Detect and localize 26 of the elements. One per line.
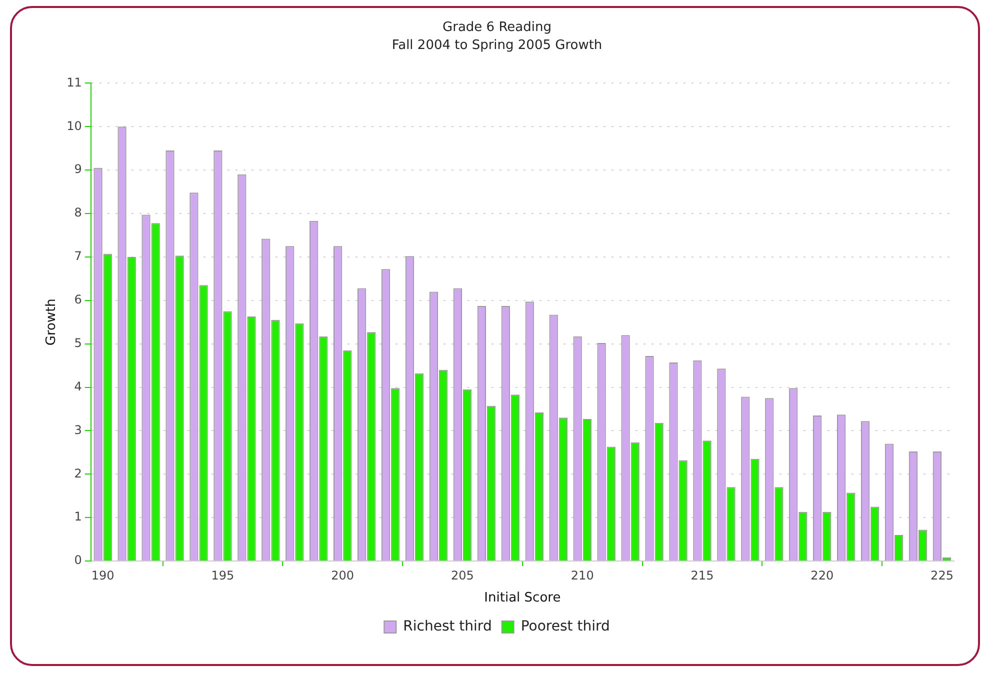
- y-tick-label: 11: [66, 75, 82, 90]
- y-tick-label: 7: [74, 249, 82, 264]
- y-tick-label: 8: [74, 206, 82, 220]
- x-tick-label: 200: [331, 568, 354, 582]
- y-tick-label: 5: [74, 336, 82, 350]
- x-tick-label: 210: [570, 568, 594, 582]
- x-tick-label: 190: [91, 568, 114, 582]
- y-tick-label: 3: [74, 422, 82, 437]
- y-tick-label: 9: [74, 162, 82, 176]
- chart-subtitle: Fall 2004 to Spring 2005 Growth: [392, 38, 602, 53]
- x-tick-label: 225: [930, 568, 954, 582]
- chart-title: Grade 6 Reading: [442, 20, 552, 36]
- y-tick-label: 1: [74, 510, 82, 524]
- y-tick-label: 0: [74, 553, 82, 568]
- y-tick-label: 6: [74, 292, 82, 307]
- y-tick-label: 2: [74, 466, 82, 480]
- x-tick-label: 205: [451, 568, 474, 582]
- y-axis-title: Growth: [44, 298, 60, 346]
- x-tick-label: 195: [211, 568, 234, 582]
- x-tick-label: 215: [690, 568, 714, 582]
- y-tick-label: 4: [74, 379, 82, 394]
- legend-label: Poorest third: [520, 618, 610, 635]
- legend-label: Richest third: [403, 618, 492, 635]
- x-axis-title: Initial Score: [484, 590, 561, 606]
- y-tick-label: 10: [66, 118, 82, 133]
- x-tick-label: 220: [810, 568, 834, 582]
